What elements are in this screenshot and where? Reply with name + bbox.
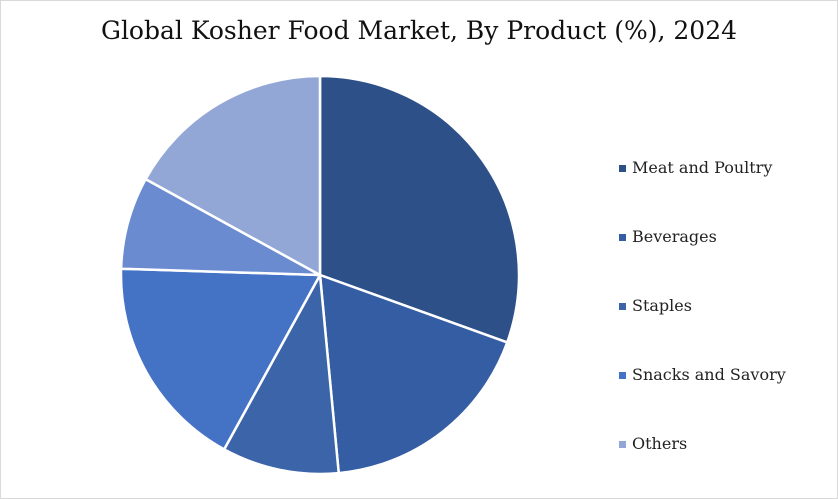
legend-label: Meat and Poultry <box>632 158 773 177</box>
chart-title: Global Kosher Food Market, By Product (%… <box>100 16 738 45</box>
legend-item-meat-and-poultry: Meat and Poultry <box>619 150 829 219</box>
legend-label: Staples <box>632 296 692 315</box>
legend-swatch <box>619 372 626 379</box>
legend-swatch <box>619 303 626 310</box>
pie-slice-beverages <box>318 273 509 475</box>
legend: Meat and Poultry Beverages Staples Snack… <box>619 150 829 495</box>
legend-label: Others <box>632 434 688 453</box>
legend-swatch <box>619 441 626 448</box>
pie-slice-others <box>144 74 322 277</box>
legend-swatch <box>619 234 626 241</box>
legend-item-snacks-and-savory: Snacks and Savory <box>619 357 829 426</box>
legend-item-others: Others <box>619 426 829 495</box>
pie-slice-snacks-and-savory <box>119 267 322 451</box>
legend-label: Beverages <box>632 227 717 246</box>
legend-swatch <box>619 165 626 172</box>
legend-item-staples: Staples <box>619 288 829 357</box>
pie-slice-staples <box>222 273 340 476</box>
legend-label: Snacks and Savory <box>632 365 786 384</box>
pie-slice-meat-and-poultry <box>318 74 521 344</box>
legend-item-beverages: Beverages <box>619 219 829 288</box>
